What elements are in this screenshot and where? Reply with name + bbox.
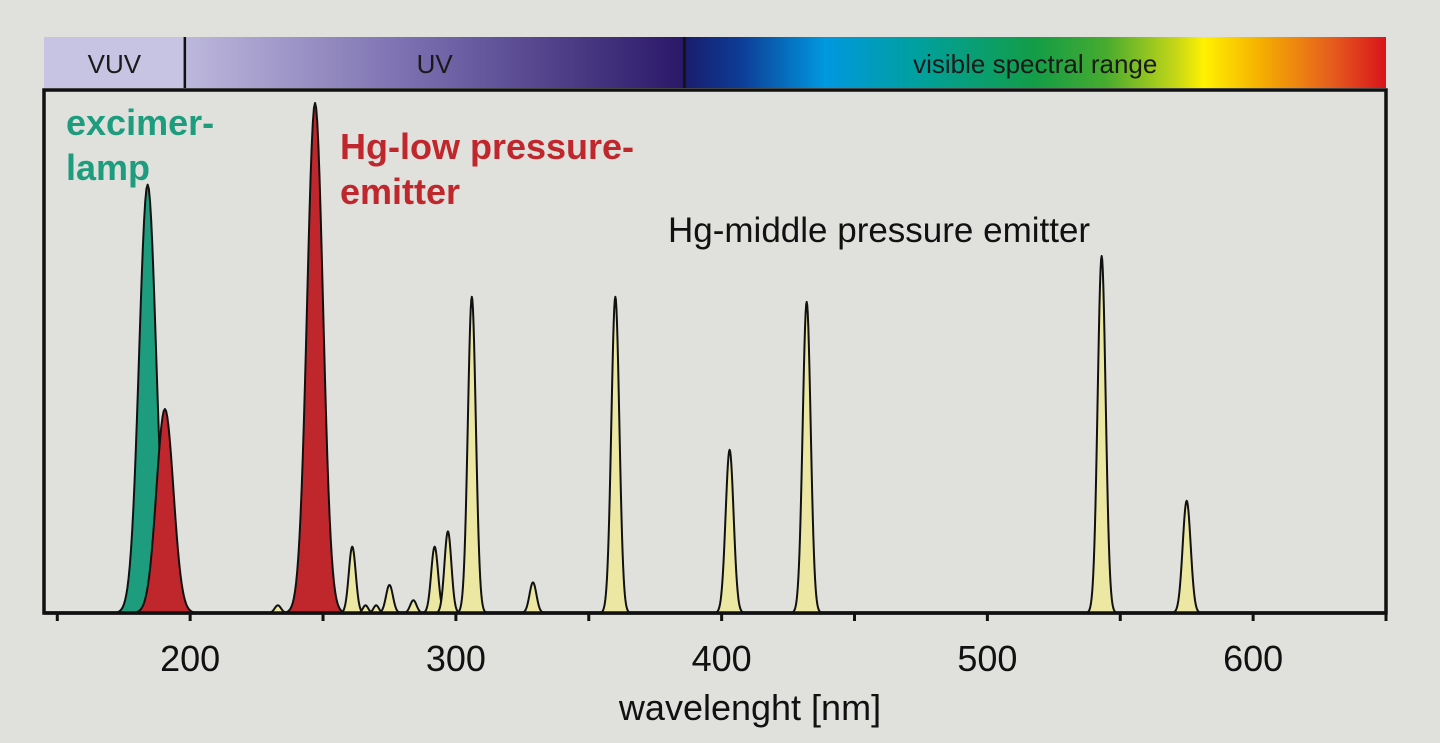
x-axis: 200 300 400 500 600 <box>55 613 1388 679</box>
x-axis-label: wavelenght [nm] <box>618 687 881 728</box>
band-label-uv: UV <box>417 49 454 79</box>
annotation-line: Hg-middle pressure emitter <box>668 211 1090 250</box>
peaks-layer <box>44 102 1386 615</box>
peak-hg-middle-pressure-emitter-9 <box>454 295 490 614</box>
plot-frame <box>42 88 1388 615</box>
band-label-visible: visible spectral range <box>913 49 1157 79</box>
x-tick-label: 400 <box>692 638 752 679</box>
x-tick-label: 300 <box>426 638 486 679</box>
peak-hg-middle-pressure-emitter-13 <box>788 300 825 614</box>
band-visible <box>684 37 1386 88</box>
peak-hg-low-pressure-emitter-1 <box>280 102 350 614</box>
annotation-excimer-lamp: excimer- lamp <box>66 102 224 188</box>
x-tick-label: 500 <box>957 638 1017 679</box>
x-tick-label: 600 <box>1223 638 1283 679</box>
annotation-line: Hg-low pressure- <box>340 126 634 167</box>
x-tick-label: 200 <box>160 638 220 679</box>
band-vuv <box>44 37 185 88</box>
peak-hg-low-pressure-emitter-0 <box>128 408 202 614</box>
annotation-hg-middle-pressure: Hg-middle pressure emitter <box>668 211 1090 250</box>
peak-hg-middle-pressure-emitter-12 <box>711 448 748 614</box>
annotation-hg-low-pressure: Hg-low pressure- emitter <box>340 126 644 212</box>
band-label-vuv: VUV <box>88 49 142 79</box>
band-uv <box>184 37 685 88</box>
spectral-band-bar: VUV UV visible spectral range <box>44 37 1386 88</box>
annotation-line: excimer- <box>66 102 214 143</box>
annotation-line: emitter <box>340 171 460 212</box>
peak-hg-middle-pressure-emitter-11 <box>597 295 634 614</box>
peak-hg-middle-pressure-emitter-14 <box>1083 255 1120 614</box>
annotation-line: lamp <box>66 147 150 188</box>
